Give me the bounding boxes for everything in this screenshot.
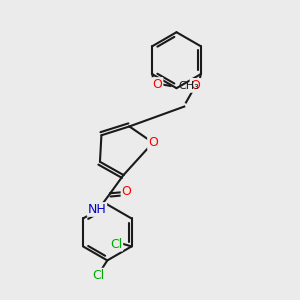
Text: O: O	[122, 185, 131, 198]
Text: Cl: Cl	[110, 238, 122, 250]
Text: Cl: Cl	[92, 268, 105, 282]
Text: O: O	[153, 78, 163, 91]
Text: CH₃: CH₃	[179, 81, 200, 91]
Text: O: O	[148, 136, 158, 149]
Text: O: O	[190, 79, 200, 92]
Text: NH: NH	[88, 203, 106, 216]
